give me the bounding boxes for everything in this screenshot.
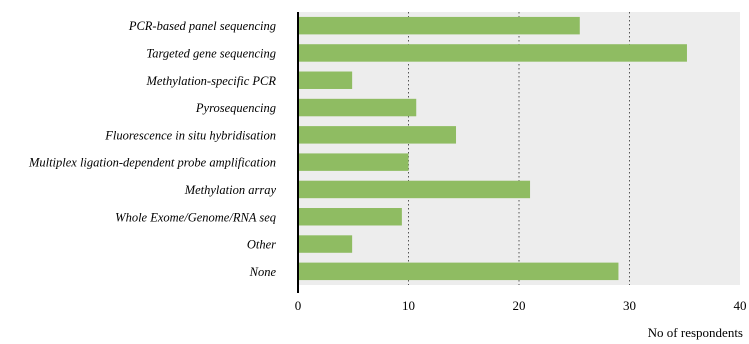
- bar: [298, 208, 402, 226]
- bar: [298, 16, 580, 35]
- category-labels: PCR-based panel sequencing Targeted gene …: [28, 19, 277, 279]
- x-tick-label: 10: [402, 298, 415, 313]
- x-tick-label: 30: [623, 298, 636, 313]
- category-label: PCR-based panel sequencing: [128, 19, 276, 33]
- bar: [298, 262, 619, 281]
- category-label: None: [249, 265, 277, 279]
- category-label: Targeted gene sequencing: [146, 46, 276, 60]
- category-label: Fluorescence in situ hybridisation: [104, 128, 276, 142]
- bar: [298, 235, 353, 253]
- bar: [298, 153, 409, 171]
- category-label: Methylation array: [184, 183, 277, 197]
- x-tick-label: 0: [295, 298, 302, 313]
- category-label: Whole Exome/Genome/RNA seq: [115, 210, 276, 224]
- bar: [298, 71, 353, 89]
- x-tick-label: 40: [734, 298, 747, 313]
- x-axis-title: No of respondents: [648, 325, 743, 340]
- bar: [298, 126, 457, 144]
- category-label: Pyrosequencing: [195, 101, 276, 115]
- category-label: Multiplex ligation-dependent probe ampli…: [28, 156, 276, 170]
- x-tick-label: 20: [513, 298, 526, 313]
- bar: [298, 44, 687, 62]
- category-label: Other: [247, 238, 276, 252]
- x-tick-labels: 0 10 20 30 40: [295, 298, 747, 313]
- category-label: Methylation-specific PCR: [146, 74, 277, 88]
- bar: [298, 180, 531, 199]
- bar: [298, 98, 417, 117]
- bars: [298, 16, 687, 281]
